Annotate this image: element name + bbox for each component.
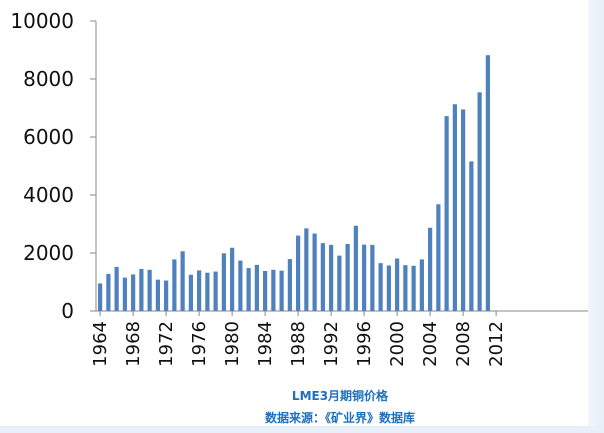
bar xyxy=(353,225,358,311)
bar xyxy=(345,244,350,311)
bar xyxy=(197,270,202,311)
bar xyxy=(378,263,383,311)
bar xyxy=(188,274,193,311)
bar xyxy=(469,161,474,311)
x-tick-label: 2012 xyxy=(486,321,507,367)
y-tick-label: 6000 xyxy=(23,125,74,149)
bar xyxy=(122,277,127,311)
bar xyxy=(444,116,449,312)
bar xyxy=(436,204,441,311)
bar xyxy=(477,92,482,311)
y-tick-label: 8000 xyxy=(23,67,74,91)
bar xyxy=(106,273,111,311)
bar xyxy=(461,109,466,311)
y-tick-label: 4000 xyxy=(23,183,74,207)
y-tick-label: 2000 xyxy=(23,241,74,265)
bar xyxy=(139,268,144,311)
x-tick-label: 1976 xyxy=(189,321,210,367)
x-axis-label: LME3月期铜价格 xyxy=(291,389,389,403)
x-tick-label: 2000 xyxy=(387,321,408,367)
bar xyxy=(230,247,235,311)
bar xyxy=(246,268,251,311)
bar xyxy=(320,243,325,311)
bar xyxy=(329,244,334,311)
bar xyxy=(147,269,152,311)
bar xyxy=(180,251,185,311)
x-tick-label: 1968 xyxy=(123,321,144,367)
bar xyxy=(238,260,243,311)
bar xyxy=(304,228,309,311)
x-tick-label: 2008 xyxy=(453,321,474,367)
bar xyxy=(337,255,342,311)
bar xyxy=(370,244,375,311)
bar xyxy=(312,233,317,311)
bottom-band xyxy=(0,426,604,433)
bar xyxy=(131,274,136,311)
y-tick-label: 0 xyxy=(61,299,74,323)
bar xyxy=(411,265,416,311)
bar xyxy=(485,55,490,311)
x-tick-label: 1988 xyxy=(288,321,309,367)
bar xyxy=(403,265,408,311)
bar xyxy=(287,259,292,311)
bar xyxy=(254,264,259,311)
bar xyxy=(419,259,424,311)
bar xyxy=(205,272,210,311)
bar xyxy=(114,266,119,311)
y-tick-label: 10000 xyxy=(10,9,74,33)
bar xyxy=(213,271,218,311)
x-tick-label: 2004 xyxy=(420,321,441,367)
bar xyxy=(452,104,457,311)
bar xyxy=(263,270,268,311)
x-tick-label: 1992 xyxy=(321,321,342,367)
bar xyxy=(271,269,276,311)
bar xyxy=(279,270,284,311)
source-note: 数据来源：《矿业界》数据库 xyxy=(264,411,415,425)
panel-edge xyxy=(588,0,604,433)
x-tick-label: 1980 xyxy=(222,321,243,367)
bar xyxy=(155,279,160,311)
bar xyxy=(172,259,177,311)
bar xyxy=(296,235,301,311)
bar xyxy=(395,258,400,311)
bar xyxy=(221,253,226,311)
bar xyxy=(362,244,367,311)
bar xyxy=(98,283,103,311)
bar xyxy=(428,227,433,311)
bar xyxy=(164,280,169,311)
bar xyxy=(386,265,391,311)
x-tick-label: 1996 xyxy=(354,321,375,367)
x-tick-label: 1972 xyxy=(156,321,177,367)
x-tick-label: 1984 xyxy=(255,321,276,367)
x-tick-label: 1964 xyxy=(90,321,111,367)
